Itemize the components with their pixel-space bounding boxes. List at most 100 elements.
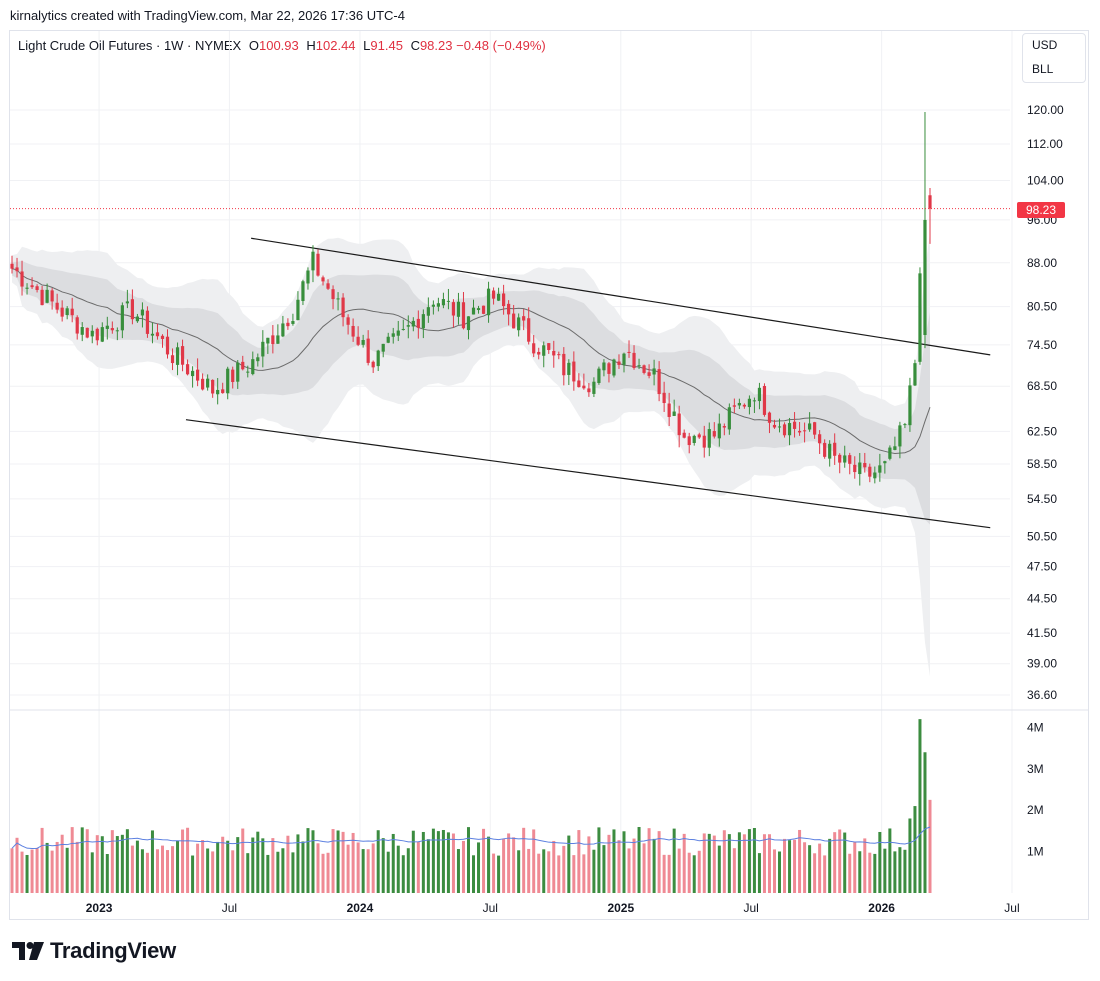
- volume-bar: [602, 845, 606, 893]
- candle-body: [145, 310, 150, 334]
- candle-body: [637, 365, 641, 367]
- volume-bar: [25, 854, 29, 893]
- volume-bar: [211, 851, 215, 893]
- volume-bar: [30, 849, 34, 893]
- volume-bar: [191, 855, 195, 893]
- volume-bar: [908, 818, 912, 893]
- unit-label[interactable]: BLL: [1032, 62, 1054, 76]
- candle-body: [737, 402, 741, 406]
- tradingview-logo-icon: [12, 942, 44, 960]
- candle-body: [792, 421, 797, 429]
- volume-bar: [828, 838, 832, 893]
- candle-body: [903, 424, 907, 426]
- candle-body: [627, 351, 631, 353]
- volume-bar: [848, 853, 852, 893]
- price-tick-label: 39.00: [1027, 657, 1057, 671]
- volume-bar: [160, 845, 164, 893]
- candle-body: [883, 461, 887, 464]
- change-value: −0.48 (−0.49%): [456, 38, 546, 53]
- volume-bar: [456, 849, 460, 893]
- volume-bar: [391, 833, 395, 893]
- candle-body: [25, 287, 29, 289]
- candle-body: [436, 303, 440, 307]
- volume-bar: [301, 841, 305, 893]
- volume-bar: [898, 847, 902, 893]
- volume-bar: [707, 833, 711, 893]
- volume-bar: [75, 841, 79, 893]
- candle-body: [537, 351, 541, 355]
- volume-bar: [838, 829, 842, 893]
- currency-unit-selector[interactable]: USD BLL: [1022, 33, 1086, 83]
- volume-bar: [135, 840, 139, 893]
- volume-bar: [145, 852, 149, 893]
- candle-body: [20, 271, 24, 287]
- candle-body: [206, 378, 210, 388]
- volume-bar: [858, 851, 862, 893]
- candle-body: [306, 270, 310, 284]
- volume-bar: [431, 828, 435, 893]
- volume-bar: [702, 833, 706, 893]
- volume-bar: [316, 843, 320, 893]
- volume-bar: [115, 836, 119, 893]
- candle-body: [873, 472, 877, 479]
- volume-bar: [597, 827, 601, 893]
- currency-label[interactable]: USD: [1032, 38, 1058, 52]
- candle-body: [416, 318, 420, 328]
- candle-body: [496, 293, 501, 301]
- volume-bar: [592, 849, 596, 893]
- candle-body: [190, 370, 195, 377]
- candle-body: [918, 273, 922, 362]
- candle-body: [276, 335, 280, 344]
- candle-body: [90, 330, 94, 337]
- volume-bar: [778, 851, 782, 893]
- volume-bar: [286, 835, 290, 893]
- volume-bar: [291, 852, 295, 893]
- high-value: 102.44: [315, 38, 356, 53]
- candle-body: [441, 299, 446, 306]
- candle-body: [682, 432, 686, 438]
- candle-body: [527, 318, 531, 342]
- symbol-title[interactable]: Light Crude Oil Futures · 1W · NYMEX: [18, 38, 242, 53]
- candle-body: [15, 267, 19, 272]
- candle-body: [346, 317, 350, 325]
- candle-body: [100, 327, 104, 342]
- candle-body: [426, 307, 430, 316]
- time-tick-label: Jul: [222, 901, 237, 915]
- volume-bar: [617, 840, 621, 893]
- volume-bars: [10, 719, 932, 893]
- candle-body: [40, 289, 44, 306]
- candle-body: [647, 372, 651, 376]
- volume-bar: [772, 849, 776, 893]
- candle-body: [722, 426, 726, 428]
- candle-body: [446, 300, 451, 302]
- candle-body: [542, 345, 546, 356]
- close-value: 98.23: [419, 38, 453, 53]
- volume-bar: [762, 834, 766, 893]
- volume-bar: [502, 839, 506, 893]
- candle-body: [486, 288, 491, 316]
- volume-bar: [125, 829, 129, 893]
- volume-bar: [642, 843, 646, 893]
- candle-body: [657, 369, 661, 395]
- channel-lower-trendline: [185, 419, 991, 529]
- candle-body: [863, 462, 867, 468]
- volume-bar: [767, 834, 771, 893]
- volume-bar: [361, 849, 365, 893]
- volume-bar: [477, 842, 481, 893]
- volume-bar: [783, 838, 787, 893]
- price-tick-label: 54.50: [1027, 492, 1057, 506]
- candle-body: [893, 446, 897, 450]
- candle-body: [386, 336, 390, 343]
- volume-bar: [557, 855, 561, 893]
- candle-body: [185, 364, 190, 375]
- volume-bar: [326, 852, 330, 893]
- candle-body: [808, 423, 812, 430]
- volume-bar: [692, 855, 696, 893]
- candle-body: [757, 387, 762, 402]
- candle-body: [833, 442, 837, 456]
- candle-body: [75, 317, 79, 334]
- volume-bar: [15, 837, 19, 893]
- volume-bar: [667, 854, 671, 893]
- volume-bar: [416, 841, 420, 893]
